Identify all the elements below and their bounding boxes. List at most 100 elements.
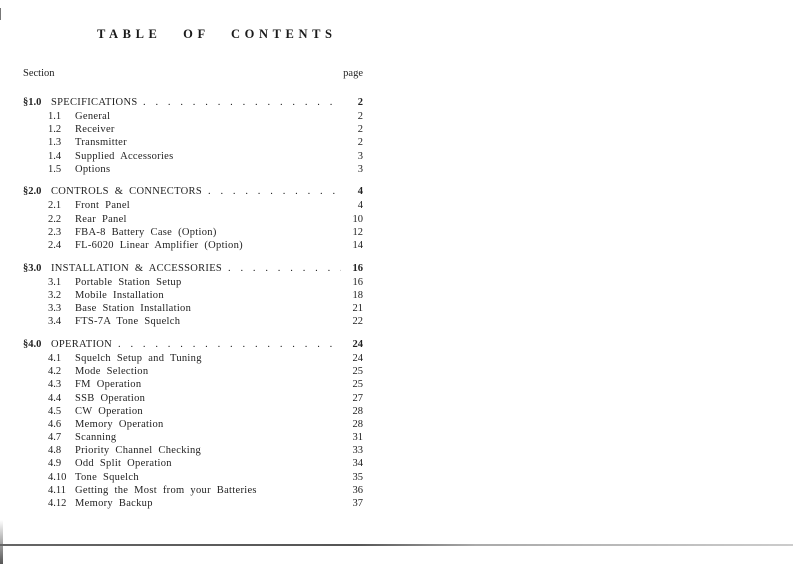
entry-number: 4.9 xyxy=(48,458,62,470)
entry-title: Priority Channel Checking xyxy=(75,445,202,457)
page-number: 36 xyxy=(352,484,364,496)
entry-title: Odd Split Operation xyxy=(75,458,172,470)
entry-title: Transmitter xyxy=(75,137,127,149)
page-number: 3 xyxy=(357,163,363,175)
toc-entry: 3.1 Portable Station Setup 16 xyxy=(23,276,363,289)
entry-number: 1.1 xyxy=(48,111,62,122)
leader-dots: . . . . . . . . . . . . . . . . . . . . … xyxy=(143,97,341,108)
page-number: 27 xyxy=(352,392,364,404)
entry-title: Scanning xyxy=(75,432,117,444)
entry-number: 2.3 xyxy=(48,226,62,238)
toc-entry: 4.2 Mode Selection 25 xyxy=(23,365,363,378)
toc-entry: 4.4 SSB Operation 27 xyxy=(23,392,363,405)
toc-entry: 4.12 Memory Backup 37 xyxy=(23,497,363,510)
page-number: 21 xyxy=(352,303,364,315)
toc-entry: 4.9 Odd Split Operation 34 xyxy=(23,457,363,470)
entry-title: CW Operation xyxy=(75,405,143,417)
entry-title: Squelch Setup and Tuning xyxy=(75,352,202,364)
page-edge xyxy=(0,8,1,20)
section-number: §3.0 xyxy=(23,262,42,274)
toc-section-heading: §1.0 SPECIFICATIONS . . . . . . . . . . . … xyxy=(23,96,363,110)
page-number: 12 xyxy=(352,226,364,238)
entry-title: Portable Station Setup xyxy=(75,276,182,288)
page-number: 18 xyxy=(352,289,364,301)
section-number: §4.0 xyxy=(23,338,42,350)
entry-title: Mode Selection xyxy=(75,366,149,378)
page-number: 2 xyxy=(357,111,363,122)
page-bottom-edge xyxy=(0,544,793,546)
toc-entry: 2.4 FL-6020 Linear Amplifier (Option) 14 xyxy=(23,239,363,252)
toc-section: §3.0 INSTALLATION & ACCESSORIES . . . . . … xyxy=(23,262,363,329)
page-number: 2 xyxy=(357,124,363,136)
toc-entry: 4.7 Scanning 31 xyxy=(23,431,363,444)
entry-title: Supplied Accessories xyxy=(75,150,174,162)
entry-title: FBA-8 Battery Case (Option) xyxy=(75,226,217,238)
leader-dots: . . . . . . . . . . . . . . . . xyxy=(208,186,341,198)
page-number: 2 xyxy=(357,137,363,149)
entry-number: 1.3 xyxy=(48,137,62,149)
page-number: 24 xyxy=(352,338,364,350)
page-number: 4 xyxy=(357,186,363,198)
toc-entry: 4.3 FM Operation 25 xyxy=(23,378,363,391)
entry-number: 1.5 xyxy=(48,163,62,175)
toc-entry: 1.2 Receiver 2 xyxy=(23,123,363,136)
entry-number: 1.4 xyxy=(48,150,62,162)
page-number: 16 xyxy=(352,262,364,274)
section-title: INSTALLATION & ACCESSORIES xyxy=(51,262,223,274)
entry-title: Mobile Installation xyxy=(75,289,164,301)
entry-number: 3.4 xyxy=(48,316,62,328)
page-number: 14 xyxy=(352,240,364,251)
entry-number: 4.12 xyxy=(48,498,67,509)
entry-number: 3.1 xyxy=(48,276,62,288)
section-title: CONTROLS & CONNECTORS xyxy=(51,186,202,198)
toc-entry: 4.8 Priority Channel Checking 33 xyxy=(23,444,363,457)
toc-entry: 1.1 General 2 xyxy=(23,110,363,123)
page-number: 25 xyxy=(352,379,364,391)
entry-number: 4.1 xyxy=(48,352,62,364)
page-number: 35 xyxy=(352,471,364,483)
entry-number: 2.4 xyxy=(48,240,62,251)
entry-number: 4.5 xyxy=(48,405,62,417)
entry-number: 2.1 xyxy=(48,200,62,212)
entry-number: 4.7 xyxy=(48,432,62,444)
entry-number: 4.4 xyxy=(48,392,62,404)
entry-number: 1.2 xyxy=(48,124,62,136)
entry-title: Receiver xyxy=(75,124,115,136)
entry-title: Options xyxy=(75,163,111,175)
toc-entry: 4.6 Memory Operation 28 xyxy=(23,418,363,431)
toc-section: §4.0 OPERATION . . . . . . . . . . . . . .… xyxy=(23,338,363,510)
page-title: TABLE OF CONTENTS xyxy=(97,27,337,41)
entry-title: Base Station Installation xyxy=(75,303,192,315)
section-number: §2.0 xyxy=(23,186,42,198)
section-number: §1.0 xyxy=(23,97,42,108)
entry-title: Memory Backup xyxy=(75,498,153,509)
page-number: 4 xyxy=(357,200,363,212)
page-number: 28 xyxy=(352,418,364,430)
entry-number: 3.2 xyxy=(48,289,62,301)
entry-number: 4.8 xyxy=(48,445,62,457)
entry-number: 4.6 xyxy=(48,418,62,430)
entry-title: Memory Operation xyxy=(75,418,164,430)
page-number: 25 xyxy=(352,366,364,378)
toc-entry: 2.2 Rear Panel 10 xyxy=(23,213,363,226)
entry-number: 2.2 xyxy=(48,213,62,225)
toc-section-heading: §3.0 INSTALLATION & ACCESSORIES . . . . . … xyxy=(23,262,363,276)
entry-number: 4.11 xyxy=(48,484,66,496)
entry-title: Tone Squelch xyxy=(75,471,139,483)
toc-entry: 4.1 Squelch Setup and Tuning 24 xyxy=(23,352,363,365)
entry-title: FM Operation xyxy=(75,379,142,391)
toc-entry: 3.4 FTS-7A Tone Squelch 22 xyxy=(23,315,363,328)
leader-dots: . . . . . . . . . . . . . . . . . . . . … xyxy=(118,338,341,350)
entry-number: 4.10 xyxy=(48,471,67,483)
page-number: 24 xyxy=(352,352,364,364)
table-of-contents: §1.0 SPECIFICATIONS . . . . . . . . . . . … xyxy=(23,96,363,520)
page-number: 10 xyxy=(352,213,364,225)
toc-entry: 1.5 Options 3 xyxy=(23,163,363,176)
section-title: SPECIFICATIONS xyxy=(51,97,138,108)
entry-title: Getting the Most from your Batteries xyxy=(75,484,257,496)
toc-entry: 1.3 Transmitter 2 xyxy=(23,136,363,149)
entry-title: FL-6020 Linear Amplifier (Option) xyxy=(75,240,243,251)
toc-entry: 2.3 FBA-8 Battery Case (Option) 12 xyxy=(23,226,363,239)
toc-entry: 2.1 Front Panel 4 xyxy=(23,199,363,212)
page-column-label: page xyxy=(343,68,363,79)
